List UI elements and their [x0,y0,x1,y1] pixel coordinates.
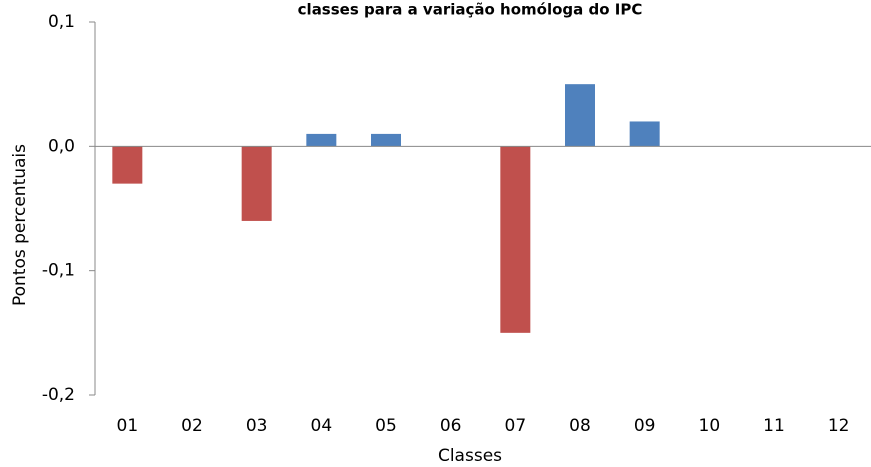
x-axis-label: Classes [438,446,502,466]
x-tick-label: 09 [634,416,656,436]
bar [306,133,337,147]
bar [565,84,595,147]
x-tick-label: 12 [828,416,850,436]
x-tick-label: 07 [505,416,527,436]
x-tick-label: 05 [375,416,397,436]
y-tick-label: -0,1 [42,261,75,281]
x-tick-label: 10 [699,416,721,436]
chart-title: classes para a variação homóloga do IPC [298,1,643,19]
y-tick-label: 0,0 [48,136,75,156]
y-tick-label: 0,1 [48,12,75,32]
bar [241,146,272,221]
bar [629,121,660,147]
x-tick-label: 01 [117,416,139,436]
x-tick-label: 02 [181,416,203,436]
x-tick-label: 04 [311,416,333,436]
x-tick-label: 06 [440,416,462,436]
y-tick-label: -0,2 [42,385,75,405]
x-tick-label: 11 [763,416,785,436]
bar [371,133,401,147]
x-tick-label: 08 [569,416,591,436]
bar [500,146,531,333]
x-tick-label: 03 [246,416,268,436]
y-axis-label: Pontos percentuais [10,144,30,306]
bar [112,146,143,184]
